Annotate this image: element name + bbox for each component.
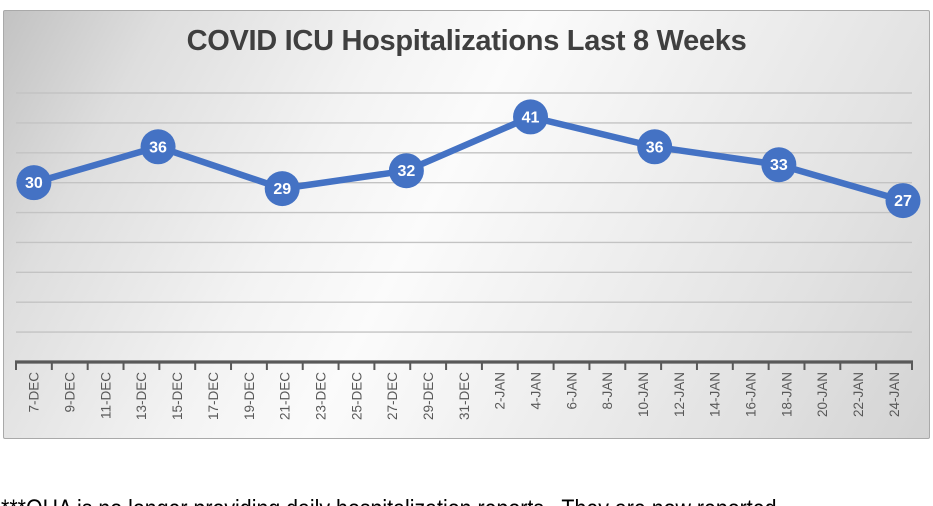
data-point-marker (637, 129, 673, 165)
x-axis-tick-label: 23-DEC (313, 372, 328, 420)
footnote-line-1: ***OHA is no longer providing daily hosp… (1, 495, 933, 506)
x-axis-tick-label: 8-JAN (600, 372, 615, 410)
data-point-marker (264, 171, 300, 207)
x-axis-tick-label: 10-JAN (636, 372, 651, 417)
x-axis-tick-label: 20-JAN (815, 372, 830, 417)
data-point-label: 36 (646, 139, 664, 156)
series-line (30, 113, 907, 204)
data-point-label: 36 (149, 139, 167, 156)
x-axis-tick-label: 13-DEC (134, 372, 149, 420)
x-axis-tick-label: 6-JAN (564, 372, 579, 410)
data-point-label: 30 (25, 175, 43, 192)
data-point-marker (388, 153, 424, 189)
x-axis-tick-label: 11-DEC (98, 372, 113, 419)
data-point-marker (761, 147, 797, 183)
x-axis-tick-label: 12-JAN (672, 372, 687, 417)
x-axis-tick-label: 16-JAN (744, 372, 759, 417)
data-point-label: 27 (894, 193, 912, 210)
x-axis-tick-label: 9-DEC (63, 372, 78, 413)
x-axis-tick-label: 29-DEC (421, 372, 436, 420)
x-axis-tick-label: 31-DEC (457, 372, 472, 420)
data-point-marker (16, 165, 52, 201)
data-point-label: 32 (397, 163, 415, 180)
x-axis-tick-label: 21-DEC (278, 372, 293, 420)
x-axis-tick-label: 2-JAN (493, 372, 508, 410)
x-axis-tick-label: 14-JAN (708, 372, 723, 417)
data-point-label: 41 (522, 109, 540, 126)
x-axis-tick-label: 18-JAN (779, 372, 794, 417)
data-point-marker (513, 99, 549, 135)
x-axis-tick-label: 19-DEC (242, 372, 257, 420)
data-point-label: 33 (770, 157, 788, 174)
x-axis-tick-label: 24-JAN (887, 372, 902, 417)
x-axis-tick-label: 22-JAN (851, 372, 866, 417)
chart-title: COVID ICU Hospitalizations Last 8 Weeks (186, 25, 747, 57)
data-point-marker (885, 183, 921, 219)
x-axis-tick-label: 15-DEC (170, 372, 185, 420)
x-axis-tick-label: 17-DEC (206, 372, 221, 420)
x-axis-tick-label: 27-DEC (385, 372, 400, 420)
footnote: ***OHA is no longer providing daily hosp… (1, 441, 933, 506)
x-axis-tick-label: 7-DEC (27, 372, 42, 413)
data-point-marker (140, 129, 176, 165)
x-axis-tick-label: 4-JAN (529, 372, 544, 410)
data-point-label: 29 (273, 181, 291, 198)
x-axis-tick-label: 25-DEC (349, 372, 364, 420)
chart-panel: COVID ICU Hospitalizations Last 8 Weeks … (3, 10, 930, 439)
line-chart: 7-DEC 9-DEC 11-DEC 13-DEC 15-DEC 17-DEC 19-DEC… (15, 92, 921, 420)
